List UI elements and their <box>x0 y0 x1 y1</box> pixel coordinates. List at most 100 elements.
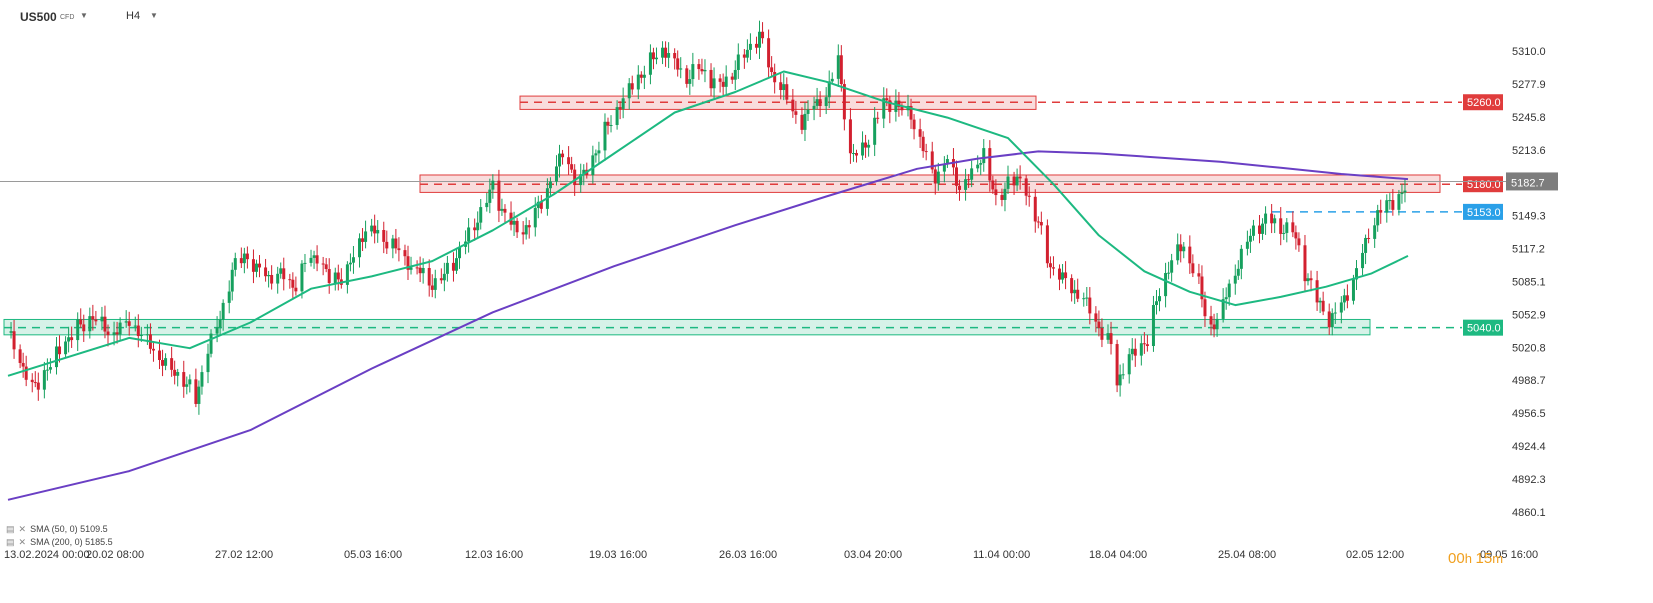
candle-body[interactable] <box>1018 176 1022 179</box>
candle-body[interactable] <box>921 136 925 152</box>
candle-body[interactable] <box>418 267 422 274</box>
candle-body[interactable] <box>912 119 916 130</box>
candle-body[interactable] <box>1039 222 1043 226</box>
candle-body[interactable] <box>488 189 492 203</box>
candle-body[interactable] <box>688 79 692 84</box>
candle-body[interactable] <box>133 325 137 327</box>
candle-body[interactable] <box>288 279 292 281</box>
candle-body[interactable] <box>333 272 337 284</box>
candle-body[interactable] <box>1285 222 1289 233</box>
candle-body[interactable] <box>139 335 143 337</box>
candle-body[interactable] <box>397 248 401 251</box>
candle-body[interactable] <box>312 255 316 258</box>
candle-body[interactable] <box>1094 313 1098 322</box>
candle-body[interactable] <box>176 372 180 376</box>
sma50-line[interactable] <box>7 70 1409 377</box>
candle-body[interactable] <box>1391 200 1395 210</box>
candle-body[interactable] <box>454 258 458 271</box>
candle-body[interactable] <box>415 267 419 269</box>
candle-body[interactable] <box>1154 301 1158 306</box>
candle-body[interactable] <box>270 274 274 284</box>
candle-body[interactable] <box>1345 295 1349 301</box>
candle-body[interactable] <box>88 316 92 332</box>
candle-body[interactable] <box>854 153 858 156</box>
candle-body[interactable] <box>1118 374 1122 386</box>
candle-body[interactable] <box>579 174 583 186</box>
candle-body[interactable] <box>679 68 683 70</box>
candle-body[interactable] <box>988 148 992 181</box>
candle-body[interactable] <box>1354 268 1358 280</box>
candle-body[interactable] <box>676 58 680 70</box>
candle-body[interactable] <box>1015 176 1019 186</box>
candle-body[interactable] <box>630 83 634 90</box>
candle-body[interactable] <box>1191 263 1195 274</box>
candle-body[interactable] <box>1215 318 1219 330</box>
candle-body[interactable] <box>864 142 868 148</box>
candle-body[interactable] <box>964 179 968 190</box>
candle-body[interactable] <box>930 151 934 170</box>
symbol-label[interactable]: US500 <box>20 10 57 24</box>
candle-body[interactable] <box>1264 213 1268 224</box>
candle-body[interactable] <box>533 207 537 228</box>
candle-body[interactable] <box>239 258 243 264</box>
candle-body[interactable] <box>724 76 728 87</box>
candle-body[interactable] <box>888 100 892 112</box>
candle-body[interactable] <box>606 121 610 126</box>
candle-body[interactable] <box>376 229 380 234</box>
candle-body[interactable] <box>161 359 165 366</box>
candle-body[interactable] <box>1376 210 1380 226</box>
candle-body[interactable] <box>667 53 671 58</box>
candle-body[interactable] <box>818 99 822 107</box>
candle-body[interactable] <box>473 227 477 231</box>
level-badge[interactable] <box>1463 319 1503 336</box>
candle-body[interactable] <box>394 238 398 249</box>
candle-body[interactable] <box>1273 218 1277 224</box>
candle-body[interactable] <box>894 100 898 112</box>
candle-body[interactable] <box>1106 333 1110 340</box>
candle-body[interactable] <box>1000 195 1004 200</box>
candle-body[interactable] <box>1388 200 1392 202</box>
candle-body[interactable] <box>1282 232 1286 234</box>
candle-body[interactable] <box>1082 298 1086 300</box>
candle-body[interactable] <box>118 322 122 335</box>
candle-body[interactable] <box>45 369 49 371</box>
candle-body[interactable] <box>227 291 231 303</box>
candle-body[interactable] <box>1303 245 1307 282</box>
candle-body[interactable] <box>812 105 816 110</box>
candle-body[interactable] <box>1351 279 1355 301</box>
candle-body[interactable] <box>1227 283 1231 298</box>
candle-body[interactable] <box>603 121 607 151</box>
candle-body[interactable] <box>524 225 528 235</box>
candle-body[interactable] <box>736 54 740 70</box>
candle-body[interactable] <box>406 256 410 270</box>
candle-body[interactable] <box>767 38 771 68</box>
candle-body[interactable] <box>976 164 980 169</box>
candle-body[interactable] <box>594 153 598 156</box>
candle-body[interactable] <box>1064 272 1068 279</box>
candle-body[interactable] <box>1379 210 1383 213</box>
candle-body[interactable] <box>100 316 104 322</box>
candle-body[interactable] <box>373 225 377 234</box>
candle-body[interactable] <box>106 331 110 336</box>
candle-body[interactable] <box>754 43 758 48</box>
candle-body[interactable] <box>994 189 998 196</box>
candle-body[interactable] <box>1070 278 1074 294</box>
timeframe-dropdown-chevron-down-icon[interactable]: ▼ <box>150 11 158 20</box>
candle-body[interactable] <box>1361 252 1365 269</box>
candle-body[interactable] <box>1309 278 1313 281</box>
candle-body[interactable] <box>1200 276 1204 300</box>
candle-body[interactable] <box>351 257 355 263</box>
candle-body[interactable] <box>933 169 937 184</box>
candle-body[interactable] <box>254 263 258 272</box>
candle-body[interactable] <box>76 319 80 341</box>
candle-body[interactable] <box>842 84 846 120</box>
candle-body[interactable] <box>673 53 677 59</box>
candle-body[interactable] <box>1367 237 1371 239</box>
candle-body[interactable] <box>1164 272 1168 297</box>
candle-body[interactable] <box>561 153 565 158</box>
candle-body[interactable] <box>164 358 168 366</box>
candle-body[interactable] <box>479 207 483 223</box>
candle-body[interactable] <box>836 55 840 79</box>
candle-body[interactable] <box>615 107 619 125</box>
candle-body[interactable] <box>42 370 46 390</box>
